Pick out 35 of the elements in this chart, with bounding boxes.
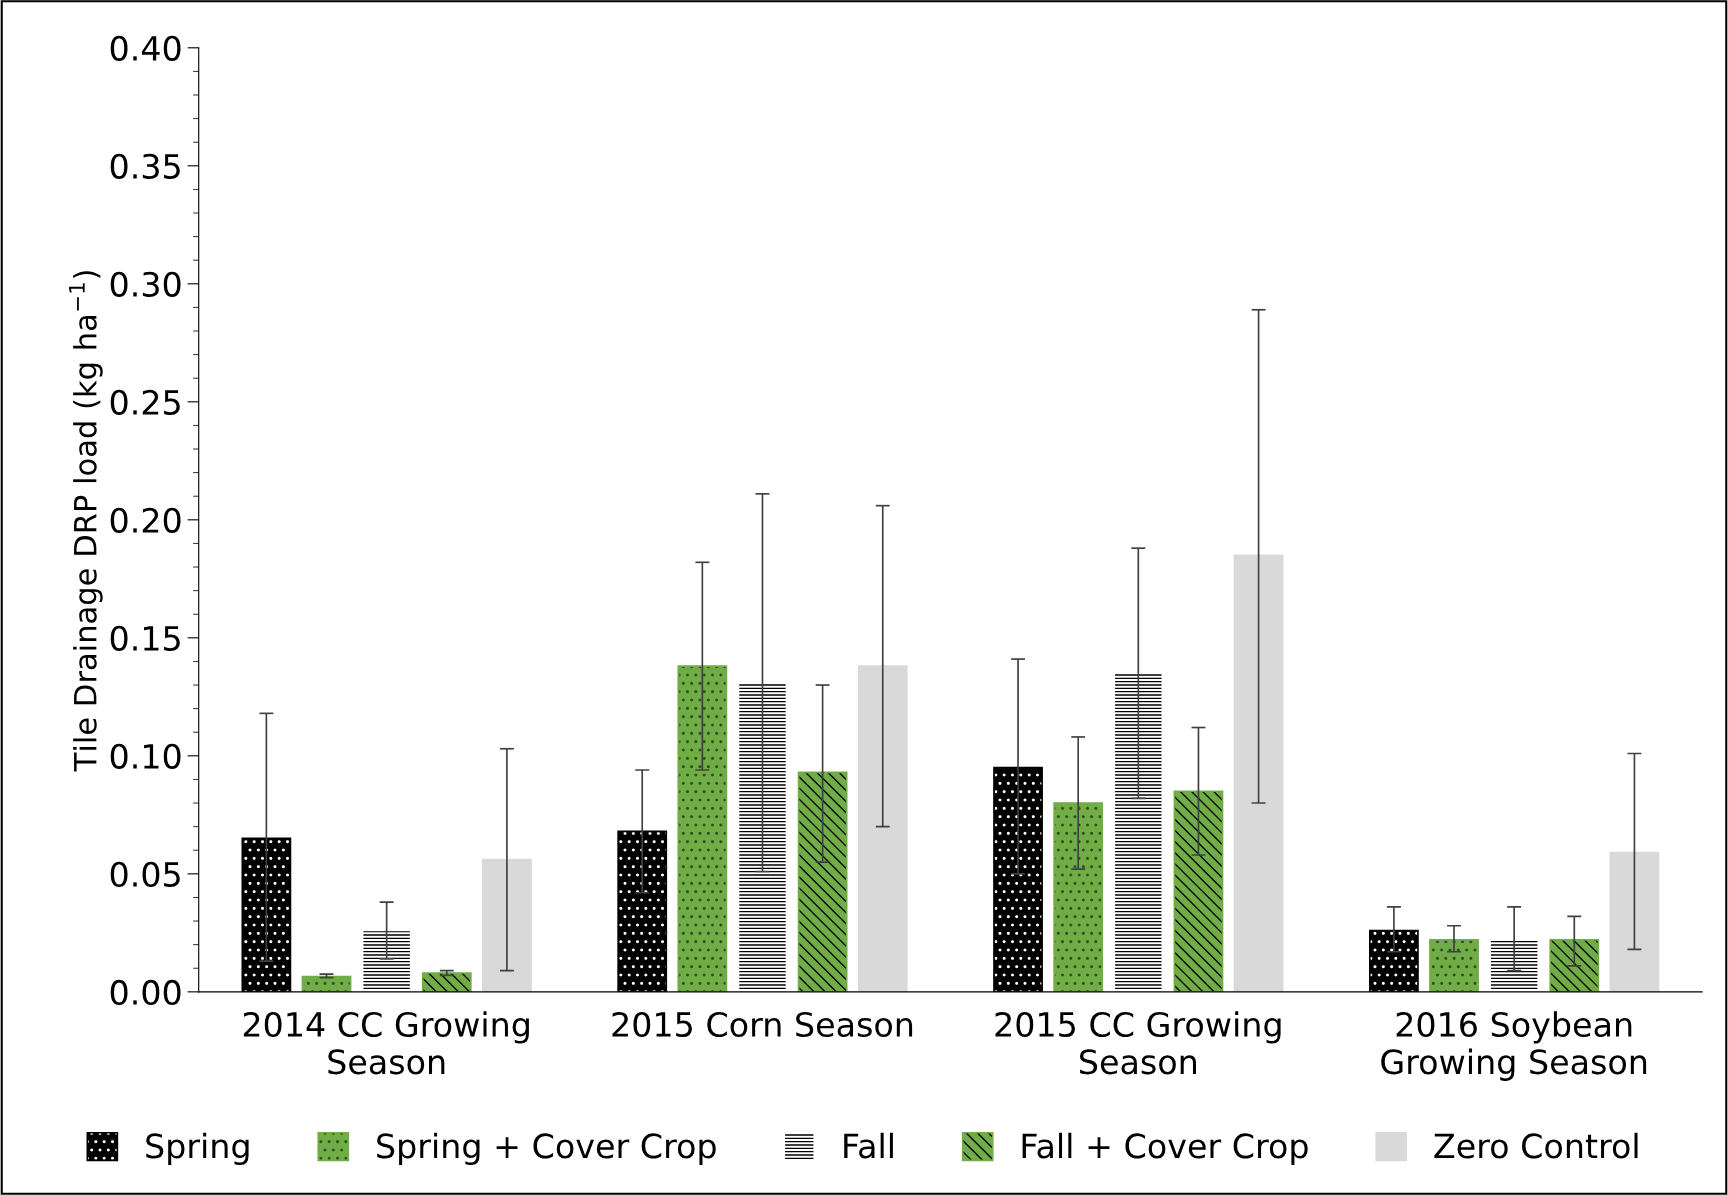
y-tick-label: 0.10: [110, 743, 181, 769]
bar: [677, 665, 728, 992]
bar: [857, 665, 908, 992]
bar: [421, 972, 472, 992]
x-tick-label: 2016 Soybean Growing Season: [1381, 1011, 1647, 1081]
bar: [797, 771, 848, 992]
legend-label: Zero Control: [1434, 1132, 1638, 1159]
x-tick-label: 2014 CC Growing Season: [243, 1011, 529, 1075]
bar: [361, 929, 412, 992]
bar: [1173, 790, 1224, 992]
y-tick-label: 0.20: [110, 507, 181, 533]
legend-label: Spring: [146, 1132, 249, 1165]
y-axis-title: Tile Drainage DRP load (kg ha$^{−1}$): [69, 271, 103, 772]
y-tick-label: 0.30: [110, 271, 181, 297]
y-tick-label: 0.25: [110, 389, 180, 415]
legend-label: Fall + Cover Crop: [1022, 1132, 1308, 1165]
legend-label: Fall: [844, 1132, 893, 1159]
bar: [1549, 939, 1600, 992]
bar: [1113, 672, 1164, 992]
bar: [482, 858, 532, 992]
bar: [1489, 939, 1540, 992]
bar: [1233, 554, 1284, 992]
legend-label: Spring + Cover Crop: [377, 1132, 716, 1165]
bar: [1429, 939, 1479, 992]
bar: [737, 681, 788, 992]
y-tick-label: 0.05: [110, 861, 180, 887]
y-tick-label: 0.35: [110, 153, 180, 179]
y-tick-label: 0.40: [110, 35, 181, 61]
y-tick-label: 0.15: [110, 625, 180, 651]
x-tick-label: 2015 CC Growing Season: [995, 1011, 1281, 1075]
x-tick-label: 2015 Corn Season: [612, 1011, 913, 1038]
bar: [1053, 802, 1104, 992]
bar: [301, 975, 352, 992]
y-tick-label: 0.00: [110, 979, 181, 1005]
bar: [1609, 851, 1660, 992]
